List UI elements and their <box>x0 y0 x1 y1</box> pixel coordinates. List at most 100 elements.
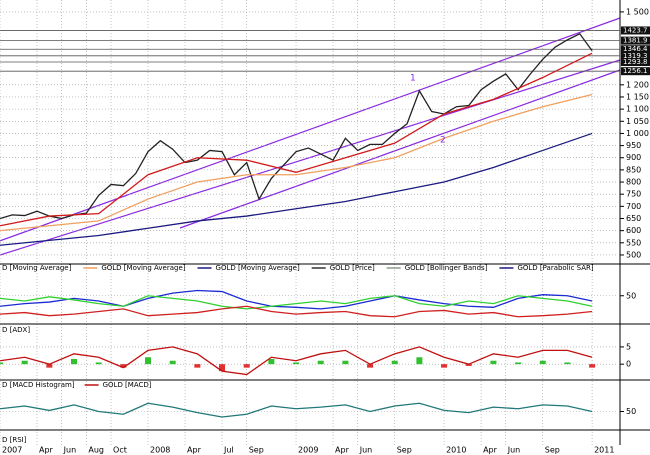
y-tick-label: 550 <box>626 238 641 247</box>
histogram-bar <box>539 360 546 365</box>
legend-entry: GOLD [Price] <box>330 264 375 272</box>
price-level-label: 1256.1 <box>623 67 648 75</box>
series-line <box>0 305 593 318</box>
series-line <box>0 402 593 418</box>
price-level-box <box>621 67 650 76</box>
trend-line <box>179 69 621 229</box>
panel-label: D [RSI] <box>2 436 27 444</box>
series-line <box>0 32 593 220</box>
price-level-label: 1293.8 <box>623 58 648 66</box>
histogram-bar <box>71 359 78 365</box>
price-level-label: 1346.4 <box>623 45 648 53</box>
x-tick-label: 2010 <box>446 446 466 455</box>
y-tick-label: 750 <box>626 190 641 199</box>
panel-label: D [MACD Histogram] <box>2 381 75 389</box>
histogram-bar <box>441 364 448 368</box>
histogram-bar <box>391 360 398 365</box>
series-line <box>0 289 593 310</box>
histogram-bar <box>219 364 226 372</box>
y-tick-label: 1 000 <box>626 129 649 138</box>
channel-upper <box>0 17 621 242</box>
x-tick-label: Oct <box>113 446 127 455</box>
histogram-bar <box>0 362 3 365</box>
x-tick-label: Jun <box>63 446 77 455</box>
x-tick-label: Apr <box>335 446 350 455</box>
histogram-bar <box>95 362 102 365</box>
x-tick-label: Jun <box>507 446 521 455</box>
x-tick-label: 2009 <box>298 446 318 455</box>
x-tick-label: Apr <box>39 446 54 455</box>
price-level-box <box>621 58 650 67</box>
x-tick-label: Jun <box>359 446 373 455</box>
series-line <box>0 52 593 227</box>
x-tick-label: 2007 <box>2 446 22 455</box>
y-tick-label: 1 050 <box>626 117 649 126</box>
histogram-bar <box>268 359 275 365</box>
price-level-box <box>621 26 650 35</box>
price-level-box <box>621 36 650 45</box>
y-tick-label: 1 500 <box>626 7 649 16</box>
histogram-bar <box>21 360 28 365</box>
x-tick-label: Sep <box>397 446 412 455</box>
series-line <box>0 346 593 376</box>
panel-label: D [ADX] <box>2 326 30 334</box>
histogram-bar <box>145 357 152 365</box>
x-tick-label: Apr <box>483 446 498 455</box>
x-tick-label: Sep <box>249 446 264 455</box>
histogram-bar <box>293 362 300 365</box>
legend-entry: GOLD [Parabolic SAR] <box>517 264 593 272</box>
series-line <box>0 132 593 246</box>
histogram-bar <box>564 362 571 365</box>
price-level-box <box>621 51 650 60</box>
histogram-bar <box>317 360 324 365</box>
y-tick-label: 1 150 <box>626 92 649 101</box>
price-level-label: 1423.7 <box>623 26 648 34</box>
histogram-bar <box>465 364 472 366</box>
histogram-bar <box>490 360 497 365</box>
histogram-bar <box>120 364 127 368</box>
y-tick-label: 950 <box>626 141 641 150</box>
y-tick-label: 50 <box>626 291 636 300</box>
x-tick-label: Aug <box>88 446 104 455</box>
series-line <box>0 93 593 232</box>
panel-label: GOLD [MACD] <box>103 381 152 389</box>
y-tick-label: 1 100 <box>626 105 649 114</box>
y-tick-label: 650 <box>626 214 641 223</box>
histogram-bar <box>416 357 423 365</box>
y-tick-label: 800 <box>626 178 641 187</box>
y-tick-label: 600 <box>626 226 641 235</box>
y-tick-label: 500 <box>626 250 641 259</box>
y-tick-label: 900 <box>626 153 641 162</box>
annotation: 2 <box>440 136 446 146</box>
annotation: 1 <box>410 74 416 84</box>
histogram-bar <box>367 364 374 368</box>
histogram-bar <box>169 360 176 365</box>
series-line <box>0 295 593 310</box>
y-tick-label: 5 <box>626 342 631 351</box>
y-tick-label: 850 <box>626 165 641 174</box>
legend-entry: GOLD [Bollinger Bands] <box>405 264 488 272</box>
x-tick-label: Sep <box>545 446 560 455</box>
x-tick-label: 2008 <box>150 446 170 455</box>
x-tick-label: Apr <box>187 446 202 455</box>
legend-entry: D [Moving Average] <box>2 264 72 272</box>
histogram-bar <box>589 364 596 368</box>
histogram-bar <box>194 364 201 368</box>
histogram-bar <box>342 360 349 365</box>
y-tick-label: 1 200 <box>626 80 649 89</box>
legend-entry: GOLD [Moving Average] <box>101 264 185 272</box>
x-tick-label: Jul <box>223 446 234 455</box>
histogram-bar <box>46 364 53 368</box>
histogram-bar <box>515 362 522 365</box>
y-tick-label: 50 <box>626 407 636 416</box>
histogram-bar <box>243 364 250 368</box>
price-level-label: 1319.3 <box>623 52 648 60</box>
y-tick-label: 700 <box>626 202 641 211</box>
price-level-label: 1381.9 <box>623 37 648 45</box>
price-level-box <box>621 45 650 54</box>
y-tick-label: 0 <box>626 360 631 369</box>
legend-entry: GOLD [Moving Average] <box>216 264 300 272</box>
x-tick-label: 2011 <box>594 446 614 455</box>
